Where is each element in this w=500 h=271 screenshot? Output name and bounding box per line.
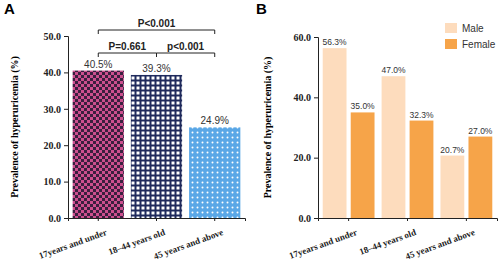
tick-mark [407, 218, 408, 221]
y-axis: 0.0 10.0 20.0 30.0 40.0 50.0 [44, 31, 69, 224]
x-axis: 17years and under18–44 years old45 years… [288, 218, 498, 262]
y-tick: 20.0 [44, 140, 69, 151]
tick-mark [156, 218, 157, 221]
y-axis-title: Prevalence of hyperuricemia (%) [262, 57, 274, 199]
bar [351, 112, 375, 218]
axis-line [64, 37, 69, 219]
y-tick: 40.0 [44, 67, 69, 78]
tick-label: 10.0 [44, 176, 62, 187]
y-tick: 60.0 [294, 32, 319, 43]
tick-mark [214, 218, 215, 221]
significance-label: p<0.001 [167, 41, 204, 52]
tick-label: 40.0 [44, 67, 62, 78]
axis-line [319, 219, 498, 222]
y-tick: 10.0 [44, 176, 69, 187]
data-label: 27.0% [468, 126, 493, 136]
y-tick: 30.0 [44, 104, 69, 115]
panel: B Prevalence of hyperuricemia (%) 56.3% 47.… [256, 0, 498, 262]
panel: A Prevalence of hyperuricemia (%) 40.5% 39.… [4, 0, 246, 262]
tick-label: 20.0 [294, 152, 312, 163]
y-axis: 0.0 20.0 40.0 60.0 [294, 32, 319, 224]
tick-mark [64, 109, 68, 110]
data-label: 35.0% [351, 101, 376, 111]
data-labels: 56.3% 47.0% 20.7% 35.0% 32.3% 27.0% [323, 37, 493, 154]
data-label: 20.7% [440, 145, 465, 155]
x-tick: 17years and under [37, 218, 108, 261]
legend-swatch [445, 23, 457, 33]
axis-line [69, 219, 246, 222]
tick-mark [64, 72, 68, 73]
significance-bracket [157, 53, 215, 57]
plot-area [73, 71, 241, 218]
x-tick: 45 years and above [152, 218, 224, 262]
bar [440, 156, 464, 218]
tick-label: 60.0 [294, 32, 312, 43]
legend: Male Female [445, 23, 496, 50]
x-tick: 45 years and above [404, 218, 476, 262]
tick-label: 50.0 [44, 31, 62, 42]
plot-area [323, 48, 493, 218]
tick-mark [64, 145, 68, 146]
tick-label: 40.0 [294, 92, 312, 103]
figure: A Prevalence of hyperuricemia (%) 40.5% 39.… [0, 0, 500, 271]
tick-mark [64, 182, 68, 183]
tick-mark [466, 218, 467, 221]
tick-mark [314, 37, 318, 38]
data-label: 32.3% [409, 110, 434, 120]
tick-label: 0.0 [299, 213, 312, 224]
tick-mark [98, 218, 99, 221]
tick-label: 0.0 [49, 213, 62, 224]
y-tick: 40.0 [294, 92, 319, 103]
y-tick: 0.0 [49, 213, 69, 224]
y-tick: 50.0 [44, 31, 69, 42]
bar [468, 137, 492, 218]
data-labels: 40.5% 39.3% 24.9% [84, 59, 229, 127]
annotations: P=0.661 P<0.001 p<0.001 [98, 18, 214, 57]
bar [73, 71, 124, 218]
tick-label: 45 years and above [404, 227, 476, 261]
tick-mark [64, 36, 68, 37]
bar [189, 127, 240, 218]
data-label: 56.3% [323, 37, 348, 47]
tick-label: 17years and under [37, 227, 108, 261]
tick-mark [348, 218, 349, 221]
bar [410, 121, 434, 218]
tick-mark [314, 158, 318, 159]
tick-mark [314, 97, 318, 98]
legend-label: Male [462, 23, 484, 34]
x-axis: 17years and under18–44 years old45 years… [37, 218, 245, 262]
significance-bracket [98, 53, 156, 57]
data-label: 40.5% [84, 59, 112, 70]
tick-label: 17years and under [288, 227, 359, 261]
y-tick: 20.0 [294, 152, 319, 163]
tick-mark [64, 218, 68, 219]
legend-label: Female [462, 39, 496, 50]
bar [323, 48, 347, 218]
y-tick: 0.0 [299, 213, 319, 224]
data-label: 24.9% [201, 115, 229, 126]
data-label: 47.0% [381, 65, 406, 75]
y-axis-title: Prevalence of hyperuricemia (%) [9, 56, 21, 198]
tick-label: 20.0 [44, 140, 62, 151]
panel-title: A [4, 0, 15, 17]
significance-label: P=0.661 [109, 41, 147, 52]
data-label: 39.3% [142, 63, 170, 74]
tick-label: 30.0 [44, 104, 62, 115]
tick-mark [314, 218, 318, 219]
significance-label: P<0.001 [138, 18, 176, 29]
bar [131, 75, 182, 218]
x-tick: 17years and under [288, 218, 359, 261]
tick-label: 45 years and above [152, 227, 224, 261]
legend-swatch [445, 39, 457, 49]
panel-title: B [256, 0, 267, 17]
bar [382, 76, 406, 218]
axis-line [314, 38, 319, 219]
significance-bracket [98, 30, 214, 34]
